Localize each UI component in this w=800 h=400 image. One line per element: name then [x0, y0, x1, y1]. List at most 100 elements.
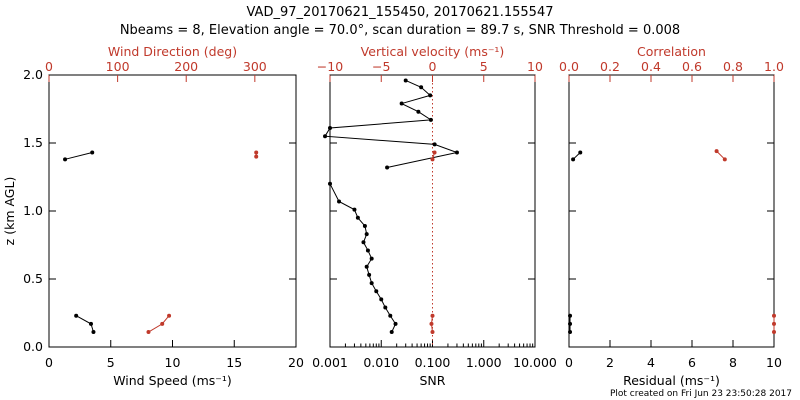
data-point	[367, 272, 372, 277]
data-point	[74, 313, 79, 318]
x-top-tick-label: 100	[106, 59, 130, 74]
y-axis-label: z (km AGL)	[2, 177, 17, 246]
data-point	[388, 313, 393, 318]
x-top-tick-label: −10	[317, 59, 343, 74]
x-top-tick-label: 0.0	[559, 59, 579, 74]
x-top-axis-label: Correlation	[637, 44, 706, 59]
x-bottom-tick-label: 2	[606, 355, 614, 370]
data-point	[63, 157, 68, 162]
data-point	[361, 240, 366, 245]
x-bottom-tick-label: 4	[647, 355, 655, 370]
series-line	[148, 315, 170, 333]
data-point	[714, 149, 719, 154]
y-tick-label: 2.0	[23, 67, 43, 82]
data-point	[374, 289, 379, 294]
series-residual	[568, 150, 583, 335]
data-point	[160, 321, 165, 326]
panel-snr: 0.001 0.010 0.100 1.000 10.000 SNR −10 −5 0 5 10 Ve…	[312, 44, 557, 388]
y-tick-label: 1.5	[23, 135, 43, 150]
data-point	[393, 321, 398, 326]
x-bottom-tick-label: 0	[45, 355, 53, 370]
x-bottom-tick-label: 6	[688, 355, 696, 370]
data-point	[364, 232, 369, 237]
data-point	[90, 150, 95, 155]
series-wind-direction	[146, 150, 259, 335]
data-point	[362, 223, 367, 228]
x-bottom-tick-label: 0.010	[363, 355, 399, 370]
data-point	[365, 248, 370, 253]
data-point	[379, 297, 384, 302]
x-bottom-tick-label: 20	[288, 355, 304, 370]
x-bottom-tick-label: 10	[766, 355, 782, 370]
x-top-tick-label: −5	[372, 59, 390, 74]
data-point	[369, 281, 374, 286]
data-point	[328, 181, 332, 186]
x-top-tick-label: 5	[480, 59, 488, 74]
data-point	[369, 256, 374, 261]
data-point	[328, 126, 332, 131]
x-top-tick-label: 300	[243, 59, 267, 74]
data-point	[383, 305, 388, 310]
y-tick-label: 1.0	[23, 203, 43, 218]
series-snr	[323, 78, 459, 335]
panel-residual: 0 2 4 6 8 10 Residual (ms⁻¹) 0.0 0.2 0.4 0.6 0.8 1.0…	[559, 44, 784, 388]
data-point	[385, 165, 390, 170]
x-bottom-tick-label: 15	[226, 355, 242, 370]
data-point	[355, 215, 360, 220]
data-point	[254, 154, 259, 159]
data-point	[432, 142, 437, 147]
panel-frame	[48, 74, 297, 348]
panel-wind: 0 5 10 15 20 Wind Speed (ms⁻¹) 0 100 200 300 Wind …	[2, 44, 304, 388]
x-bottom-tick-label: 10	[165, 355, 181, 370]
x-bottom-tick-label: 1.000	[466, 355, 502, 370]
data-point	[571, 157, 576, 162]
data-point	[568, 321, 573, 326]
x-top-axis-label: Wind Direction (deg)	[108, 44, 237, 59]
data-point	[430, 330, 435, 335]
x-top-tick-label: 1.0	[764, 59, 784, 74]
series-correlation	[714, 149, 776, 335]
data-point	[432, 150, 437, 155]
data-point	[167, 313, 172, 318]
data-point	[254, 150, 259, 155]
x-bottom-axis-label: SNR	[420, 373, 446, 388]
data-point	[403, 78, 408, 83]
data-point	[722, 157, 727, 162]
series-wind-speed	[63, 150, 96, 335]
x-bottom-tick-label: 5	[107, 355, 115, 370]
x-top-tick-label: 0.2	[600, 59, 620, 74]
data-point	[578, 150, 583, 155]
data-point	[772, 313, 776, 318]
x-top-tick-label: 0	[429, 59, 437, 74]
series-line	[324, 79, 459, 168]
series-line	[64, 152, 93, 160]
data-point	[416, 109, 421, 114]
series-line	[329, 183, 397, 333]
y-tick-label: 0.5	[23, 271, 43, 286]
x-top-tick-label: 0.4	[641, 59, 661, 74]
x-bottom-tick-label: 0	[565, 355, 573, 370]
data-point	[399, 101, 404, 106]
data-point	[454, 150, 459, 155]
data-point	[428, 117, 433, 122]
x-top-tick-label: 10	[527, 59, 543, 74]
data-point	[429, 321, 434, 326]
figure-subtitle: Nbeams = 8, Elevation angle = 70.0°, sca…	[120, 23, 680, 38]
x-top-axis-label: Vertical velocity (ms⁻¹)	[361, 44, 505, 59]
data-point	[428, 93, 433, 98]
x-bottom-axis-label: Wind Speed (ms⁻¹)	[113, 373, 232, 388]
data-point	[430, 313, 435, 318]
x-bottom-tick-label: 0.001	[312, 355, 348, 370]
data-point	[772, 321, 776, 326]
figure-title: VAD_97_20170621_155450, 20170621.155547	[247, 5, 554, 20]
x-bottom-tick-label: 0.100	[415, 355, 451, 370]
x-top-tick-label: 0	[45, 59, 53, 74]
plot-created-footer: Plot created on Fri Jun 23 23:50:28 2017	[610, 389, 792, 399]
data-point	[337, 199, 342, 204]
data-point	[568, 313, 573, 318]
data-point	[352, 207, 357, 212]
x-top-tick-label: 0.6	[682, 59, 702, 74]
data-point	[389, 330, 394, 335]
